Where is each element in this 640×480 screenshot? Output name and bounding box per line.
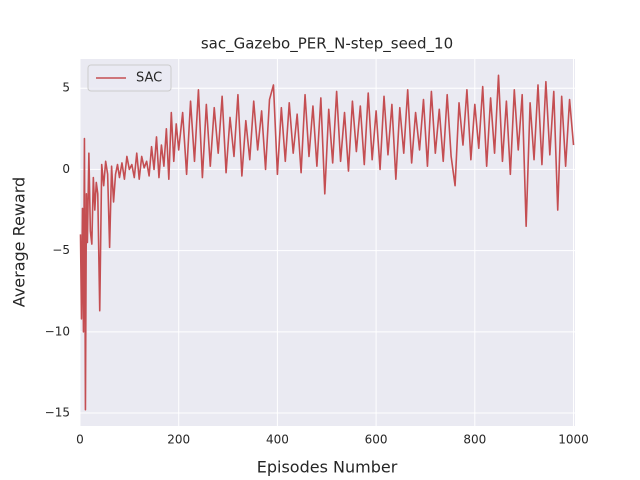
legend-box <box>87 64 172 92</box>
y-tick-label: 0 <box>62 162 70 176</box>
x-tick-label: 800 <box>463 433 486 447</box>
legend-label: SAC <box>136 71 162 86</box>
chart-title: sac_Gazebo_PER_N-step_seed_10 <box>201 35 453 54</box>
x-tick-label: 200 <box>167 433 190 447</box>
y-tick-label: 5 <box>62 81 70 95</box>
x-tick-label: 0 <box>76 433 84 447</box>
x-tick-label: 600 <box>365 433 388 447</box>
x-tick-label: 1000 <box>558 433 589 447</box>
legend: SAC <box>87 64 172 92</box>
data-line <box>79 74 575 411</box>
y-tick-label: −10 <box>45 324 70 338</box>
y-tick-label: −15 <box>45 406 70 420</box>
y-tick-label: −5 <box>52 243 70 257</box>
x-tick-label: 400 <box>266 433 289 447</box>
y-axis-label: Average Reward <box>10 177 29 307</box>
x-axis-label: Episodes Number <box>257 458 398 477</box>
